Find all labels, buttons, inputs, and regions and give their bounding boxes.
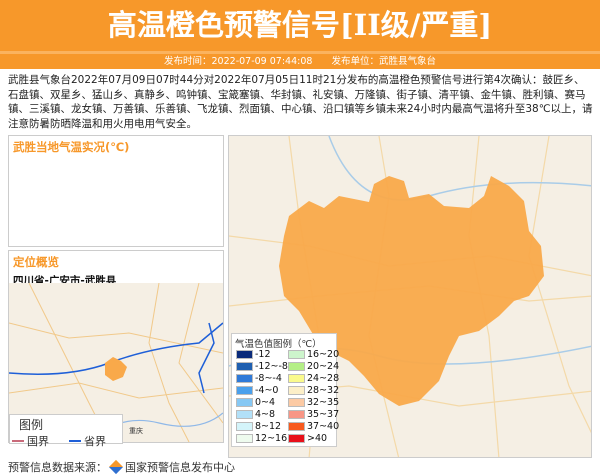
publish-unit: 发布单位：武胜县气象台 <box>331 56 436 67</box>
legend-label: 20~24 <box>307 361 340 372</box>
legend-item: 8~12 <box>236 421 281 432</box>
legend-item: -12~-8 <box>236 361 288 372</box>
legend-item: 35~37 <box>288 409 339 420</box>
temperature-panel-title: 武胜当地气温实况(℃) <box>13 140 130 154</box>
legend-item: >40 <box>288 433 327 444</box>
legend-label: 32~35 <box>307 397 340 408</box>
legend-item: 20~24 <box>288 361 339 372</box>
legend-label: 37~40 <box>307 421 340 432</box>
warning-map[interactable] <box>228 135 592 458</box>
legend-swatch <box>288 362 305 371</box>
location-panel-title: 定位概览 <box>13 255 59 269</box>
temperature-legend-title: 气温色值图例（℃） <box>235 339 322 350</box>
province-border-label: 省界 <box>84 435 106 448</box>
legend-item: -4~0 <box>236 385 278 396</box>
legend-swatch <box>236 362 253 371</box>
legend-label: >40 <box>307 433 328 444</box>
divider <box>0 51 600 54</box>
legend-swatch <box>236 374 253 383</box>
footer: 预警信息数据来源： 国家预警信息发布中心 <box>8 459 235 475</box>
legend-swatch <box>236 434 253 443</box>
legend-label: 16~20 <box>307 349 340 360</box>
page-title: 高温橙色预警信号[II级/严重] <box>0 0 600 51</box>
map-legend-items: 国界 省界 <box>12 433 106 449</box>
legend-swatch <box>236 422 253 431</box>
legend-label: -4~0 <box>255 385 279 396</box>
legend-swatch <box>236 386 253 395</box>
legend-swatch <box>288 386 305 395</box>
legend-item: -8~-4 <box>236 373 282 384</box>
legend-label: -12 <box>255 349 271 360</box>
legend-label: 4~8 <box>255 409 276 420</box>
legend-swatch <box>236 410 253 419</box>
legend-label: -8~-4 <box>255 373 282 384</box>
footer-label: 预警信息数据来源： <box>8 461 107 474</box>
legend-swatch <box>236 350 253 359</box>
legend-swatch <box>236 398 253 407</box>
legend-swatch <box>288 422 305 431</box>
legend-item: 28~32 <box>288 385 339 396</box>
legend-item: 0~4 <box>236 397 275 408</box>
legend-label: 0~4 <box>255 397 276 408</box>
legend-item: -12 <box>236 349 271 360</box>
warning-area <box>279 176 544 406</box>
temperature-panel: 武胜当地气温实况(℃) <box>8 135 224 247</box>
publish-time: 发布时间：2022-07-09 07:44:08 <box>164 56 313 67</box>
legend-swatch <box>288 398 305 407</box>
legend-label: 24~28 <box>307 373 340 384</box>
warning-description: 武胜县气象台2022年07月09日07时44分对2022年07月05日11时21… <box>8 74 593 130</box>
legend-item: 32~35 <box>288 397 339 408</box>
footer-source-link[interactable]: 国家预警信息发布中心 <box>125 461 235 474</box>
city-label: 重庆 <box>129 426 143 435</box>
legend-swatch <box>288 410 305 419</box>
legend-item: 16~20 <box>288 349 339 360</box>
legend-item: 4~8 <box>236 409 275 420</box>
legend-item: 24~28 <box>288 373 339 384</box>
legend-item: 37~40 <box>288 421 339 432</box>
legend-label: -12~-8 <box>255 361 288 372</box>
legend-swatch <box>288 350 305 359</box>
publish-info: 发布时间：2022-07-09 07:44:08 发布单位：武胜县气象台 <box>0 54 600 69</box>
legend-swatch <box>288 374 305 383</box>
province-border-swatch <box>69 440 81 442</box>
legend-swatch <box>288 434 305 443</box>
legend-label: 12~16 <box>255 433 288 444</box>
country-border-label: 国界 <box>27 435 49 448</box>
map-legend-title: 图例 <box>19 418 44 432</box>
map-legend: 图例 <box>9 414 123 444</box>
legend-label: 28~32 <box>307 385 340 396</box>
legend-label: 8~12 <box>255 421 282 432</box>
country-border-swatch <box>12 440 24 442</box>
overview-warning-area <box>105 357 127 381</box>
warning-center-logo-icon <box>108 459 124 475</box>
legend-item: 12~16 <box>236 433 287 444</box>
legend-label: 35~37 <box>307 409 340 420</box>
